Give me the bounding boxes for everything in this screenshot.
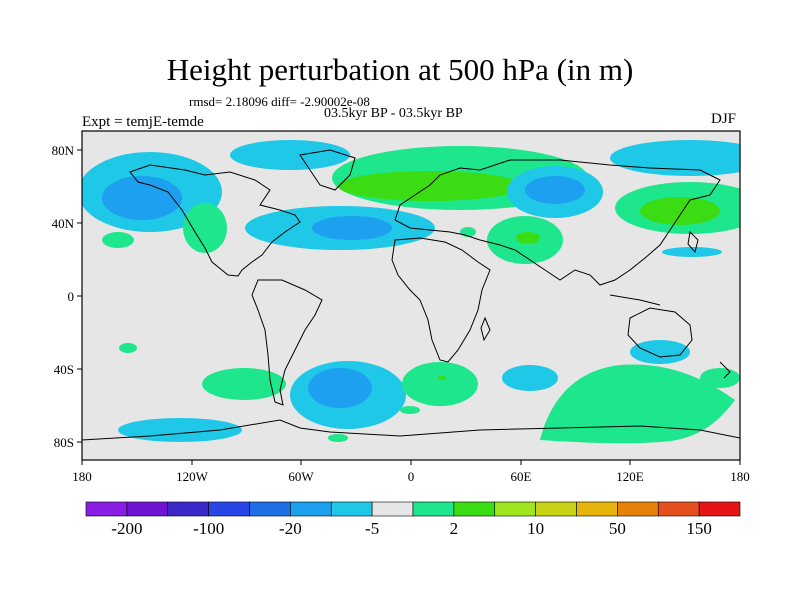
color-bar-swatch xyxy=(371,501,414,517)
color-bar-swatch xyxy=(657,501,700,517)
color-bar-swatch xyxy=(698,501,741,517)
anomaly-region xyxy=(230,140,350,170)
color-bar-swatch xyxy=(617,501,659,517)
north-america-coast xyxy=(129,164,301,277)
color-bar-label: -20 xyxy=(279,519,302,538)
color-bar-swatch xyxy=(494,501,536,517)
anomaly-region xyxy=(400,406,420,414)
lat-tick-label: 0 xyxy=(68,289,75,304)
anomaly-region xyxy=(102,176,182,220)
color-bar-label: -5 xyxy=(365,519,379,538)
coastlines xyxy=(82,149,740,441)
color-bar-label: -100 xyxy=(193,519,224,538)
anomaly-region xyxy=(700,368,740,388)
color-bar-swatch xyxy=(412,501,455,517)
anomaly-region xyxy=(202,368,286,400)
madagascar-coast xyxy=(480,316,491,342)
eurasia-coast xyxy=(394,159,721,286)
color-bar-swatch xyxy=(85,501,128,517)
color-bar xyxy=(85,501,741,517)
anomaly-region xyxy=(118,418,242,442)
anomaly-region xyxy=(662,247,722,257)
color-bar-swatch xyxy=(167,501,209,517)
color-bar-label: 50 xyxy=(609,519,626,538)
period-label: 03.5kyr BP - 03.5kyr BP xyxy=(324,106,463,121)
anomaly-region xyxy=(502,365,558,391)
lon-tick-labels: 180 120W 60W 0 60E 120E 180 xyxy=(72,469,750,484)
anomaly-region xyxy=(610,140,740,176)
lon-tick-label: 120W xyxy=(176,469,209,484)
stats-line: rmsd= 2.18096 diff= -2.90002e-08 xyxy=(189,94,370,109)
japan-coast xyxy=(687,230,699,254)
lat-tick-label: 40S xyxy=(54,362,74,377)
experiment-label: Expt = temjE-temde xyxy=(82,114,204,130)
lat-tick-label: 80N xyxy=(52,143,75,158)
anomaly-region xyxy=(312,216,392,240)
color-bar-label: -200 xyxy=(111,519,142,538)
anomaly-region xyxy=(183,203,227,253)
lon-tick-label: 120E xyxy=(616,469,644,484)
anomaly-region xyxy=(308,368,372,408)
anomaly-region xyxy=(402,362,478,406)
indonesia-coast xyxy=(609,294,661,306)
color-bar-swatch xyxy=(453,501,496,517)
new-zealand-coast xyxy=(719,361,731,379)
anomaly-region xyxy=(102,232,134,248)
lon-tick-label: 180 xyxy=(72,469,92,484)
color-bar-labels: -200 -100 -20 -5 2 10 50 150 xyxy=(111,519,712,538)
anomaly-region xyxy=(516,232,540,244)
color-bar-swatch xyxy=(208,501,250,517)
anomaly-region xyxy=(338,171,522,201)
color-bar-swatch xyxy=(576,501,618,517)
lat-tick-marks xyxy=(77,149,82,443)
lat-tick-label: 40N xyxy=(52,216,75,231)
lat-tick-labels: 80N 40N 0 40S 80S xyxy=(52,143,75,450)
anomaly-region xyxy=(630,340,690,364)
lon-tick-label: 0 xyxy=(408,469,415,484)
lon-tick-label: 60E xyxy=(511,469,532,484)
height-field xyxy=(82,140,740,444)
lat-tick-label: 80S xyxy=(54,435,74,450)
lon-tick-label: 180 xyxy=(730,469,750,484)
lon-tick-label: 60W xyxy=(288,469,314,484)
season-label: DJF xyxy=(711,111,737,127)
color-bar-label: 2 xyxy=(450,519,459,538)
color-bar-swatch xyxy=(535,501,577,517)
anomaly-region xyxy=(525,176,585,204)
color-bar-swatch xyxy=(249,501,291,517)
anomaly-region xyxy=(328,434,348,442)
greenland-coast xyxy=(299,149,356,191)
color-bar-swatch xyxy=(330,501,373,517)
color-bar-label: 150 xyxy=(686,519,712,538)
color-bar-swatch xyxy=(126,501,169,517)
color-bar-label: 10 xyxy=(527,519,544,538)
anomaly-region xyxy=(438,376,446,380)
south-america-coast xyxy=(251,279,323,406)
anomaly-region xyxy=(540,364,735,444)
africa-coast xyxy=(391,237,491,363)
antarctica-coast xyxy=(82,419,740,441)
map-title: Height perturbation at 500 hPa (in m) xyxy=(166,52,634,87)
australia-coast xyxy=(627,307,693,358)
lon-tick-marks xyxy=(81,460,741,465)
anomaly-region xyxy=(119,343,137,353)
anomaly-region xyxy=(640,197,720,225)
color-bar-swatch xyxy=(290,501,332,517)
map-panel xyxy=(82,131,740,460)
